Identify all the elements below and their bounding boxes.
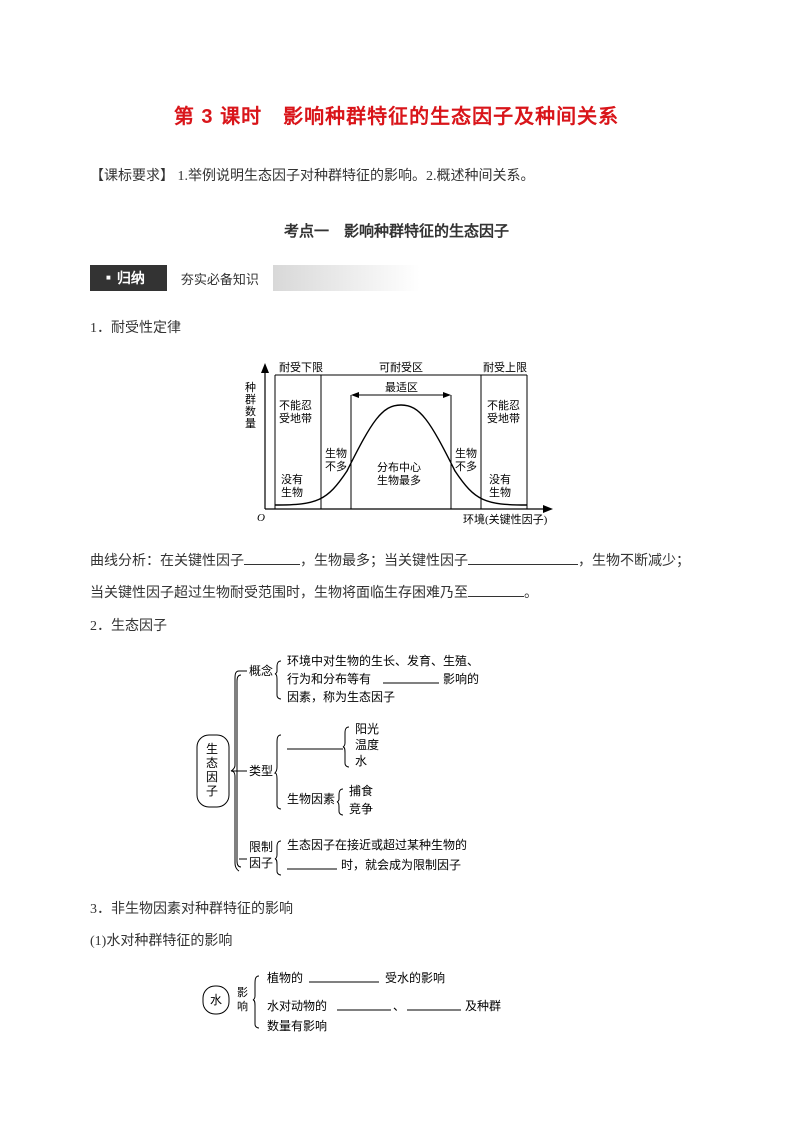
ca-prefix: 曲线分析：在关键性因子 [90, 554, 244, 569]
fig3-bl2: 响 [237, 1000, 248, 1013]
fig2-b1l2: 行为和分布等有 [287, 672, 371, 686]
fig1-tr: 耐受上限 [483, 361, 527, 374]
fig3-l2a: 水对动物的 [267, 998, 327, 1013]
fig3-bl1: 影 [237, 986, 248, 999]
banner-right [273, 265, 420, 291]
fig1-xlabel: 环境(关键性因子) [463, 512, 548, 526]
section-title: 考点一 影响种群特征的生态因子 [90, 220, 703, 241]
fig1-noL: 不能忍受地带 [279, 398, 312, 425]
fig2-b3b: 因子 [249, 856, 273, 870]
fig2-root: 生态因子 [206, 742, 218, 798]
fig3-l1a: 植物的 [267, 970, 303, 985]
fig2-b3a: 限制 [249, 840, 273, 854]
banner: 归纳 夯实必备知识 [90, 265, 420, 291]
figure-eco-factor-tree: 生态因子 概念 环境中对生物的生长、发育、生殖、 行为和分布等有 影响的 因素，… [90, 649, 703, 884]
ca-mid1: ，生物最多；当关键性因子 [300, 554, 468, 569]
item-1-heading: 1．耐受性定律 [90, 313, 703, 345]
fig2-b2b-2: 竞争 [349, 802, 373, 816]
banner-left: 归纳 [90, 265, 167, 291]
blank-2[interactable] [468, 550, 578, 565]
fig1-center: 分布中心生物最多 [377, 461, 421, 487]
fig3-l3: 数量有影响 [267, 1018, 327, 1033]
blank-1[interactable] [244, 550, 300, 565]
banner-mid: 夯实必备知识 [167, 265, 273, 291]
fig1-absL: 没有生物 [281, 472, 303, 499]
fig2-b2a-2: 温度 [355, 737, 379, 752]
fig1-absR: 没有生物 [489, 472, 511, 499]
fig2-b3l2b: 时，就会成为限制因子 [341, 858, 461, 872]
figure-water-effect: 水 影 响 植物的 受水的影响 水对动物的 、 及种群 数量有影响 [90, 964, 703, 1045]
fig1-tl: 耐受下限 [279, 361, 323, 374]
fig3-l2b: 、 [393, 999, 405, 1013]
fig2-b1l3: 因素，称为生态因子 [287, 690, 395, 704]
item-3-heading: 3．非生物因素对种群特征的影响 [90, 894, 703, 926]
blank-3[interactable] [468, 582, 524, 597]
fig2-b2b: 生物因素 [287, 792, 335, 806]
fig3-l2c: 及种群 [465, 999, 501, 1013]
fig2-b2: 类型 [249, 764, 273, 778]
req-text: 1.举例说明生态因子对种群特征的影响。2.概述种间关系。 [174, 169, 535, 184]
fig2-b2b-1: 捕食 [349, 783, 373, 798]
req-label: 【课标要求】 [90, 169, 174, 184]
fig1-tc: 可耐受区 [379, 361, 423, 374]
fig1-origin: O [257, 512, 265, 524]
item-2-heading: 2．生态因子 [90, 611, 703, 643]
fig1-opt: 最适区 [385, 381, 418, 394]
ca-end: 。 [524, 586, 538, 601]
fig1-fewL: 生物不多 [325, 446, 347, 473]
fig3-l1b: 受水的影响 [385, 970, 445, 985]
fig2-b1: 概念 [249, 663, 273, 678]
fig1-noR: 不能忍受地带 [487, 398, 520, 425]
fig3-root: 水 [210, 993, 222, 1007]
requirement-line: 【课标要求】 1.举例说明生态因子对种群特征的影响。2.概述种间关系。 [90, 159, 703, 194]
fig2-b2a-3: 水 [355, 754, 367, 768]
item-3-1-heading: (1)水对种群特征的影响 [90, 926, 703, 958]
fig2-b3l1: 生态因子在接近或超过某种生物的 [287, 837, 467, 852]
fig2-b2a-1: 阳光 [355, 722, 379, 736]
curve-analysis: 曲线分析：在关键性因子，生物最多；当关键性因子，生物不断减少；当关键性因子超过生… [90, 546, 703, 610]
fig1-fewR: 生物不多 [455, 446, 477, 473]
fig2-b1l1: 环境中对生物的生长、发育、生殖、 [287, 653, 479, 668]
fig2-b1l2b: 影响的 [443, 671, 479, 686]
figure-tolerance-curve: 种群数量 O 环境(关键性因子) 耐受下限 可耐受区 耐受上限 最适区 不能忍 [90, 351, 703, 536]
page-title: 第 3 课时 影响种群特征的生态因子及种间关系 [90, 100, 703, 129]
fig1-ylabel-v: 种群数量 [245, 380, 256, 430]
